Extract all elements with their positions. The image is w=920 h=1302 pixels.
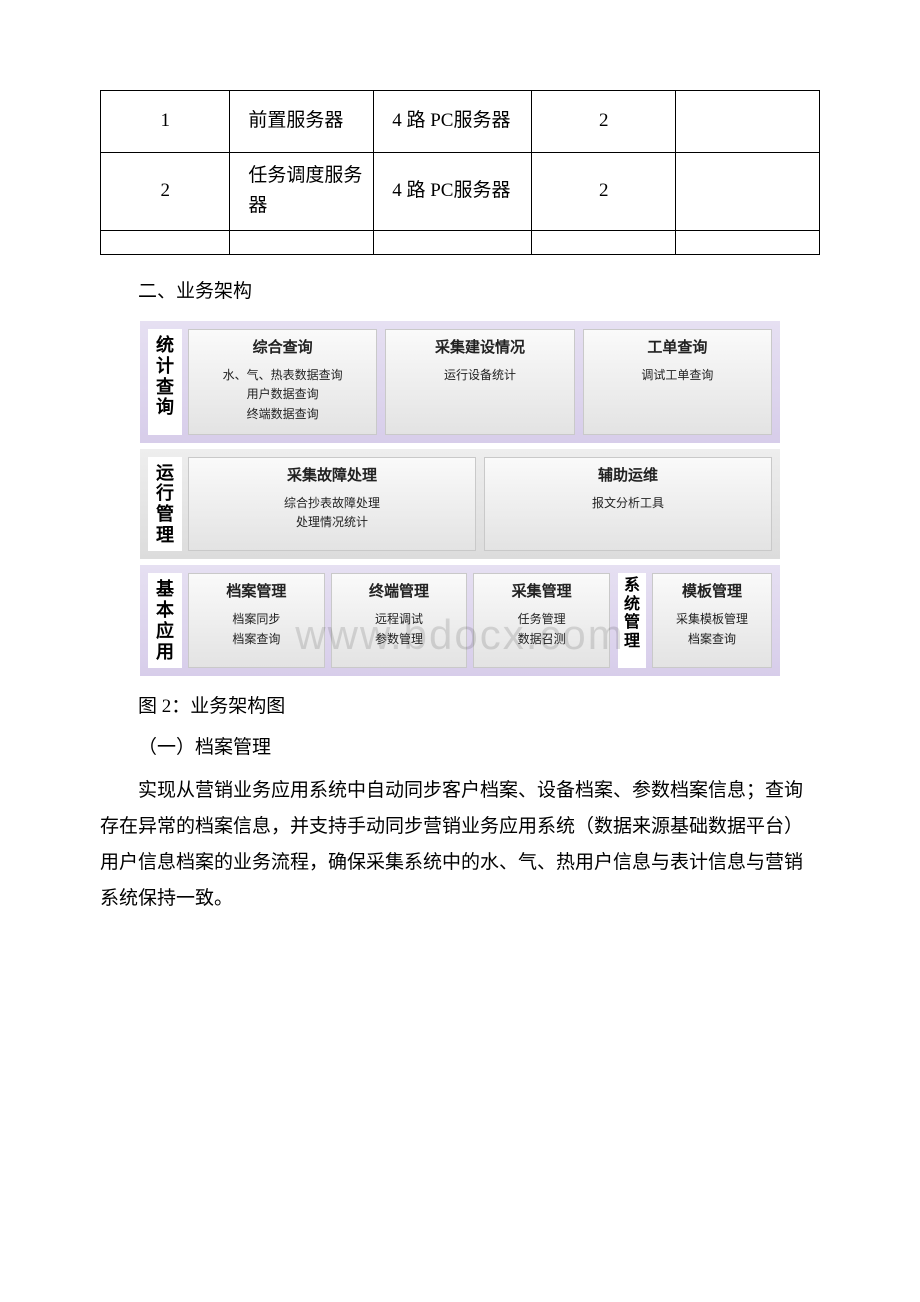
card-title: 档案管理 bbox=[193, 580, 320, 604]
cell-qty: 2 bbox=[532, 153, 676, 231]
diagram-band-ops: 运行管理 采集故障处理 综合抄表故障处理 处理情况统计 辅助运维 报文分析工具 bbox=[140, 449, 780, 560]
card-title: 辅助运维 bbox=[489, 464, 767, 488]
card-item: 任务管理 bbox=[478, 610, 605, 629]
table-row-empty bbox=[101, 230, 820, 254]
card-item: 档案同步 bbox=[193, 610, 320, 629]
cell-name: 任务调度服务器 bbox=[230, 153, 374, 231]
card-item: 处理情况统计 bbox=[193, 513, 471, 532]
cell-note bbox=[676, 91, 820, 153]
figure-caption: 图 2：业务架构图 bbox=[100, 692, 820, 722]
card-item: 终端数据查询 bbox=[193, 405, 372, 424]
band-label: 运行管理 bbox=[148, 457, 182, 552]
card-item: 水、气、热表数据查询 bbox=[193, 366, 372, 385]
diagram-card: 辅助运维 报文分析工具 bbox=[484, 457, 772, 552]
diagram-card: 工单查询 调试工单查询 bbox=[583, 329, 772, 435]
subsection-title: （一）档案管理 bbox=[100, 733, 820, 763]
cell-spec: 4 路 PC服务器 bbox=[374, 91, 532, 153]
card-item: 运行设备统计 bbox=[390, 366, 569, 385]
cell-note bbox=[676, 153, 820, 231]
diagram-card: 综合查询 水、气、热表数据查询 用户数据查询 终端数据查询 bbox=[188, 329, 377, 435]
cell-qty: 2 bbox=[532, 91, 676, 153]
card-item: 调试工单查询 bbox=[588, 366, 767, 385]
card-item: 综合抄表故障处理 bbox=[193, 494, 471, 513]
card-title: 采集故障处理 bbox=[193, 464, 471, 488]
diagram-band-stats: 统计查询 综合查询 水、气、热表数据查询 用户数据查询 终端数据查询 采集建设情… bbox=[140, 321, 780, 443]
section-heading: 二、业务架构 bbox=[100, 277, 820, 307]
card-title: 采集管理 bbox=[478, 580, 605, 604]
body-paragraph: 实现从营销业务应用系统中自动同步客户档案、设备档案、参数档案信息；查询存在异常的… bbox=[100, 773, 820, 917]
cell-no: 1 bbox=[101, 91, 230, 153]
table-row: 2 任务调度服务器 4 路 PC服务器 2 bbox=[101, 153, 820, 231]
card-item: 数据召测 bbox=[478, 630, 605, 649]
card-item: 远程调试 bbox=[336, 610, 463, 629]
card-title: 模板管理 bbox=[657, 580, 767, 604]
cell-name: 前置服务器 bbox=[230, 91, 374, 153]
card-item: 档案查询 bbox=[193, 630, 320, 649]
card-item: 档案查询 bbox=[657, 630, 767, 649]
diagram-card: 终端管理 远程调试 参数管理 bbox=[331, 573, 468, 668]
card-item: 参数管理 bbox=[336, 630, 463, 649]
server-table: 1 前置服务器 4 路 PC服务器 2 2 任务调度服务器 4 路 PC服务器 … bbox=[100, 90, 820, 255]
diagram-card: 采集管理 任务管理 数据召测 bbox=[473, 573, 610, 668]
card-item: 报文分析工具 bbox=[489, 494, 767, 513]
card-item: 采集模板管理 bbox=[657, 610, 767, 629]
card-item: 用户数据查询 bbox=[193, 385, 372, 404]
card-title: 工单查询 bbox=[588, 336, 767, 360]
diagram-card: 模板管理 采集模板管理 档案查询 bbox=[652, 573, 772, 668]
cell-no: 2 bbox=[101, 153, 230, 231]
band-label: 系统管理 bbox=[618, 573, 646, 668]
card-title: 综合查询 bbox=[193, 336, 372, 360]
diagram-card: 档案管理 档案同步 档案查询 bbox=[188, 573, 325, 668]
table-row: 1 前置服务器 4 路 PC服务器 2 bbox=[101, 91, 820, 153]
diagram-card: 采集故障处理 综合抄表故障处理 处理情况统计 bbox=[188, 457, 476, 552]
diagram-band-base: 基本应用 档案管理 档案同步 档案查询 终端管理 远程调试 参数管理 采集管理 … bbox=[140, 565, 780, 676]
band-label: 统计查询 bbox=[148, 329, 182, 435]
card-title: 终端管理 bbox=[336, 580, 463, 604]
cell-spec: 4 路 PC服务器 bbox=[374, 153, 532, 231]
band-label: 基本应用 bbox=[148, 573, 182, 668]
card-title: 采集建设情况 bbox=[390, 336, 569, 360]
diagram-card: 采集建设情况 运行设备统计 bbox=[385, 329, 574, 435]
architecture-diagram: www.bdocx.com 统计查询 综合查询 水、气、热表数据查询 用户数据查… bbox=[140, 321, 780, 676]
